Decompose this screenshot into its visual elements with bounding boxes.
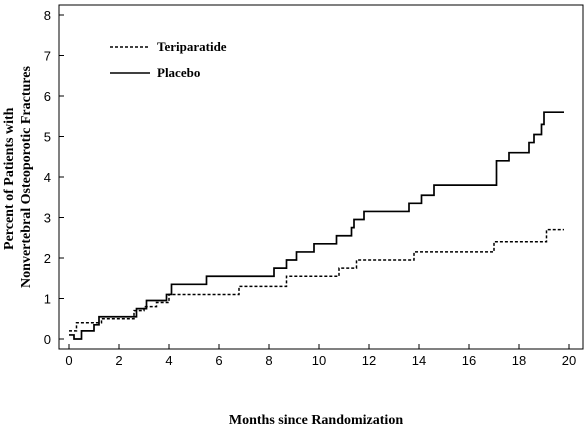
x-tick-label: 18 (512, 353, 526, 368)
x-tick-label: 10 (312, 353, 326, 368)
y-axis-title-line-2: Nonvertebral Osteoporotic Fractures (19, 66, 34, 288)
x-tick-label: 6 (215, 353, 222, 368)
y-axis-title: Percent of Patients with Nonvertebral Os… (2, 66, 34, 288)
series-line-teriparatide (69, 228, 564, 332)
x-tick-label: 0 (65, 353, 72, 368)
legend-label-placebo: Placebo (157, 65, 200, 80)
x-tick-label: 2 (115, 353, 122, 368)
x-tick-label: 12 (362, 353, 376, 368)
y-tick-label: 4 (44, 170, 51, 185)
y-tick-label: 0 (44, 332, 51, 347)
y-tick-label: 8 (44, 8, 51, 23)
x-tick-label: 4 (165, 353, 172, 368)
series-layer (69, 111, 564, 340)
y-tick-label: 2 (44, 251, 51, 266)
plot-frame (58, 4, 584, 350)
x-tick-label: 14 (412, 353, 426, 368)
y-tick-label: 5 (44, 130, 51, 145)
legend: Teriparatide Placebo (110, 39, 227, 80)
x-tick-label: 16 (462, 353, 476, 368)
y-tick-label: 6 (44, 89, 51, 104)
y-tick-label: 7 (44, 49, 51, 64)
x-axis-title: Months since Randomization (229, 413, 403, 428)
y-tick-label: 1 (44, 292, 51, 307)
series-line-placebo (69, 111, 564, 340)
y-tick-label: 3 (44, 211, 51, 226)
legend-label-teriparatide: Teriparatide (157, 39, 227, 54)
x-tick-label: 8 (265, 353, 272, 368)
y-axis-title-line-1: Percent of Patients with (2, 107, 17, 250)
x-tick-label: 20 (562, 353, 576, 368)
